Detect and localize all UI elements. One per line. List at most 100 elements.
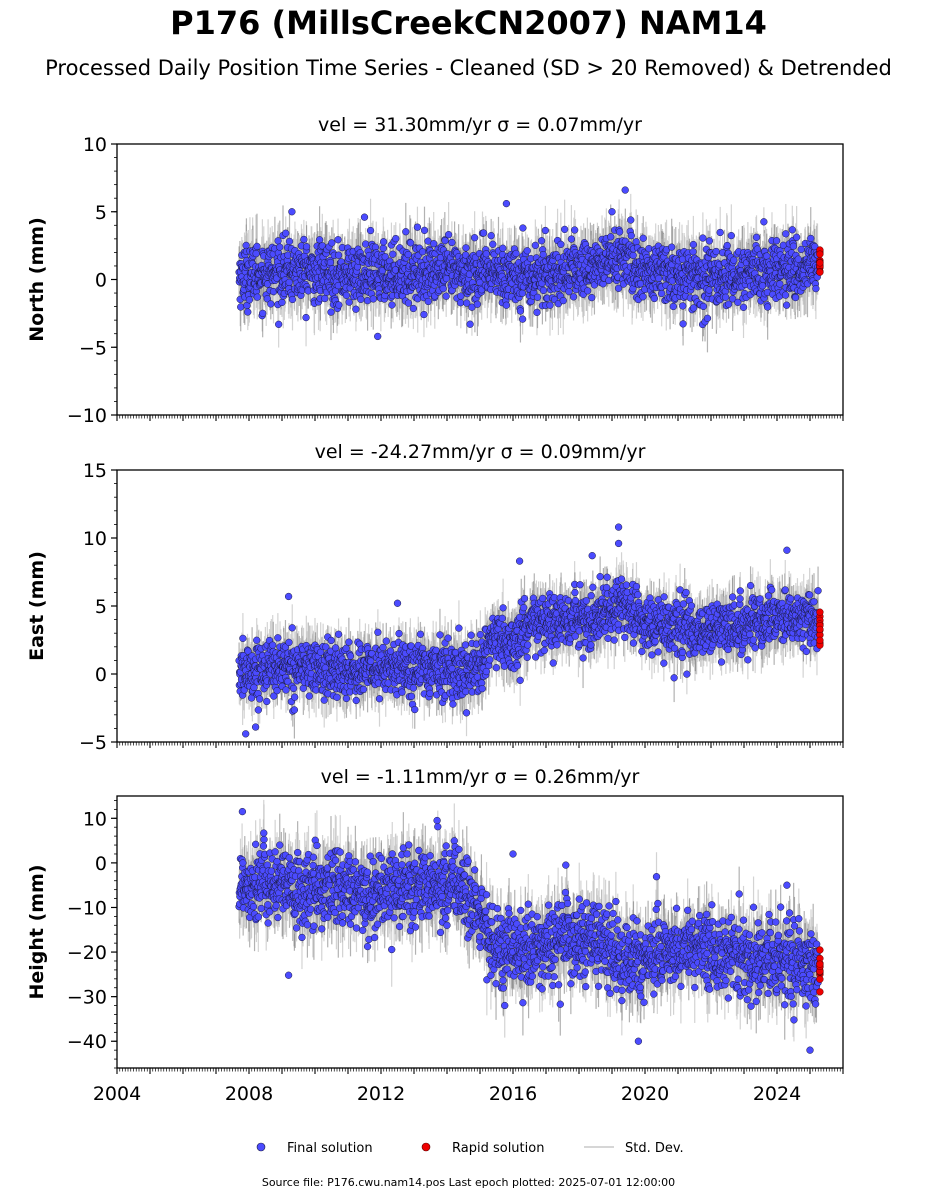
final-point [457,292,465,300]
final-point [409,304,418,313]
final-point [244,308,252,316]
final-point [559,297,567,305]
final-point [334,236,342,244]
y-tick-label: 0 [95,270,107,292]
final-point [345,298,353,306]
final-point [560,225,569,234]
final-point [531,241,539,250]
final-point [448,238,456,247]
final-point [302,243,311,251]
final-point [627,216,635,224]
final-point [276,243,284,251]
final-point [689,240,698,249]
final-point [342,291,351,299]
final-point [721,293,730,301]
final-point [479,229,488,237]
east-panel: vel = -24.27mm/yr σ = 0.09mm/yr East (mm)… [26,441,844,754]
final-point [703,314,712,322]
final-point [621,186,629,194]
final-point [335,301,343,309]
final-point [278,298,286,307]
final-point [315,236,324,244]
final-point [302,313,310,322]
y-tick-label: 5 [95,202,107,224]
final-point [388,301,396,309]
final-point [456,299,465,307]
final-point [716,228,724,237]
final-point [523,247,531,255]
east-panel-title: vel = -24.27mm/yr σ = 0.09mm/yr [315,441,646,463]
figure-title: P176 (MillsCreekCN2007) NAM14 [170,4,767,42]
final-point [569,293,578,301]
final-point [546,301,554,309]
final-point [470,234,479,242]
final-point [275,320,283,328]
final-point [763,252,771,260]
final-point [668,243,676,251]
final-point [689,248,697,256]
final-point [357,295,365,303]
final-point [690,304,698,312]
final-point [253,242,261,251]
final-point [724,300,733,308]
final-point [328,239,336,247]
final-point [739,303,748,311]
final-point [679,320,687,328]
final-point [374,332,382,341]
final-point [616,228,624,236]
final-point [781,291,790,299]
final-point [705,237,714,245]
final-point [326,258,335,267]
final-point [288,208,296,216]
final-point [782,230,790,238]
final-point [252,249,260,258]
final-point [512,249,520,258]
final-point [533,308,541,317]
final-point [752,233,761,241]
north-panel: vel = 31.30mm/yr σ = 0.07mm/yr North (mm)… [26,114,844,427]
final-point [584,287,592,295]
figure-subtitle: Processed Daily Position Time Series - C… [45,56,892,80]
final-point [352,305,360,313]
final-point [300,235,308,244]
final-point [539,286,548,295]
y-tick-label: −10 [67,405,107,427]
final-point [334,251,343,259]
final-point [758,282,767,290]
final-point [723,241,731,250]
final-point [792,233,801,241]
final-point [539,251,547,259]
final-point [288,295,297,304]
final-point [379,244,387,252]
final-point [463,299,471,307]
final-point [259,309,267,318]
rapid-point [816,268,824,276]
final-point [237,303,245,311]
final-point [519,224,527,232]
final-point [285,278,293,286]
final-point [518,289,526,297]
final-point [763,303,772,311]
y-tick-label: 10 [83,134,107,156]
final-point [760,218,768,226]
final-point [571,226,579,234]
final-point [439,284,447,293]
final-point [588,293,596,302]
final-point [699,302,708,311]
y-tick-label: −5 [79,337,107,359]
final-point [629,251,637,260]
final-point [402,228,410,236]
final-point [557,240,565,248]
final-point [366,226,375,235]
final-point [537,237,546,245]
north-ylabel: North (mm) [26,217,48,342]
final-point [788,226,796,234]
final-point [444,231,453,239]
final-point [782,301,791,309]
final-point [487,232,495,240]
final-point [502,301,511,309]
final-point [730,256,738,264]
final-point [413,223,422,231]
final-point [430,240,438,248]
